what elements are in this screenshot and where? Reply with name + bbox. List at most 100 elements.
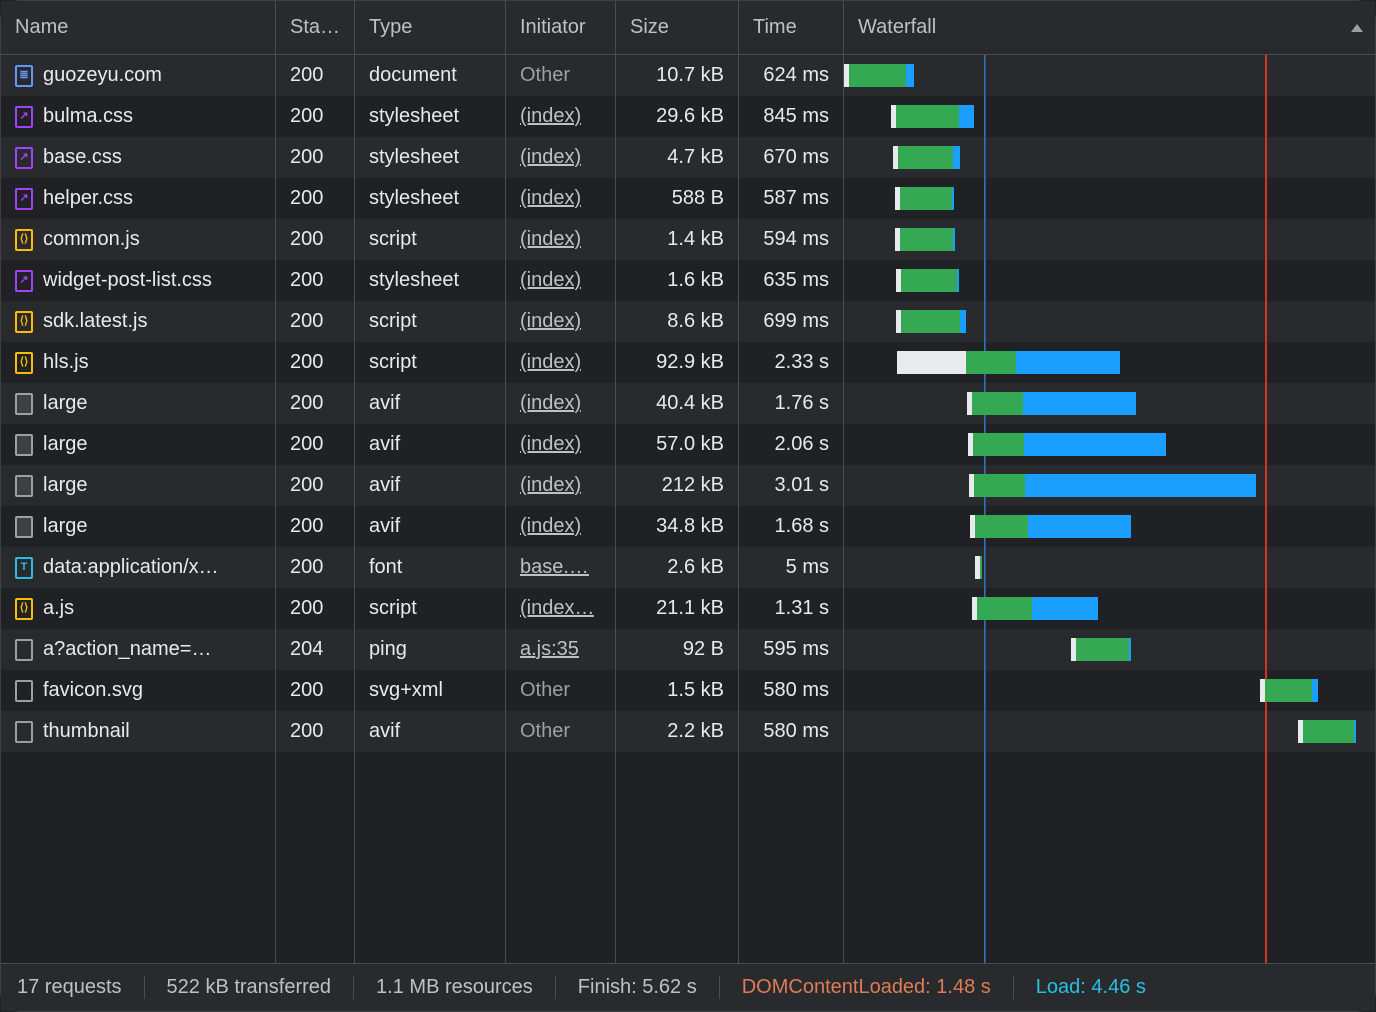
table-row[interactable]: a?action_name=…204pinga.js:3592 B595 ms: [1, 629, 1375, 670]
cell-name[interactable]: ↗base.css: [1, 137, 276, 178]
cell-waterfall[interactable]: [844, 383, 1375, 424]
status-resources: 1.1 MB resources: [354, 976, 556, 999]
status-transferred: 522 kB transferred: [145, 976, 355, 999]
initiator-link[interactable]: (index): [520, 474, 581, 497]
cell-initiator[interactable]: (index): [506, 96, 616, 137]
cell-name[interactable]: a?action_name=…: [1, 629, 276, 670]
file-name: common.js: [43, 228, 140, 251]
cell-name[interactable]: large: [1, 383, 276, 424]
cell-type: document: [355, 55, 506, 96]
cell-initiator[interactable]: a.js:35: [506, 629, 616, 670]
col-header-name[interactable]: Name: [1, 1, 276, 54]
cell-waterfall[interactable]: [844, 465, 1375, 506]
col-header-waterfall-label: Waterfall: [858, 16, 936, 39]
table-row[interactable]: ↗widget-post-list.css200stylesheet(index…: [1, 260, 1375, 301]
cell-waterfall[interactable]: [844, 55, 1375, 96]
cell-waterfall[interactable]: [844, 711, 1375, 752]
cell-initiator[interactable]: (index): [506, 506, 616, 547]
table-row[interactable]: large200avif(index)212 kB3.01 s: [1, 465, 1375, 506]
col-header-waterfall[interactable]: Waterfall: [844, 1, 1375, 54]
cell-name[interactable]: thumbnail: [1, 711, 276, 752]
cell-waterfall[interactable]: [844, 178, 1375, 219]
cell-type: stylesheet: [355, 96, 506, 137]
table-row[interactable]: ⟨⟩sdk.latest.js200script(index)8.6 kB699…: [1, 301, 1375, 342]
cell-initiator[interactable]: (index): [506, 219, 616, 260]
cell-waterfall[interactable]: [844, 588, 1375, 629]
cell-initiator[interactable]: (index…: [506, 588, 616, 629]
initiator-link[interactable]: (index): [520, 269, 581, 292]
col-header-status[interactable]: Sta…: [276, 1, 355, 54]
cell-name[interactable]: large: [1, 424, 276, 465]
initiator-link[interactable]: (index): [520, 310, 581, 333]
cell-waterfall[interactable]: [844, 547, 1375, 588]
table-row[interactable]: large200avif(index)40.4 kB1.76 s: [1, 383, 1375, 424]
col-header-time[interactable]: Time: [739, 1, 844, 54]
cell-name[interactable]: ⟨⟩hls.js: [1, 342, 276, 383]
col-header-size[interactable]: Size: [616, 1, 739, 54]
initiator-link[interactable]: (index): [520, 351, 581, 374]
cell-waterfall[interactable]: [844, 670, 1375, 711]
initiator-link[interactable]: (index): [520, 228, 581, 251]
cell-initiator[interactable]: base.…: [506, 547, 616, 588]
table-row[interactable]: ⟨⟩hls.js200script(index)92.9 kB2.33 s: [1, 342, 1375, 383]
table-row[interactable]: thumbnail200avifOther2.2 kB580 ms: [1, 711, 1375, 752]
cell-waterfall[interactable]: [844, 260, 1375, 301]
cell-waterfall[interactable]: [844, 506, 1375, 547]
table-row[interactable]: large200avif(index)57.0 kB2.06 s: [1, 424, 1375, 465]
table-row[interactable]: ↗helper.css200stylesheet(index)588 B587 …: [1, 178, 1375, 219]
col-header-type[interactable]: Type: [355, 1, 506, 54]
cell-waterfall[interactable]: [844, 301, 1375, 342]
sort-asc-icon: [1351, 24, 1363, 32]
cell-name[interactable]: ↗helper.css: [1, 178, 276, 219]
initiator-link[interactable]: (index): [520, 392, 581, 415]
cell-waterfall[interactable]: [844, 424, 1375, 465]
cell-name[interactable]: ⟨⟩sdk.latest.js: [1, 301, 276, 342]
table-row[interactable]: ≣guozeyu.com200documentOther10.7 kB624 m…: [1, 55, 1375, 96]
cell-name[interactable]: large: [1, 465, 276, 506]
table-row[interactable]: large200avif(index)34.8 kB1.68 s: [1, 506, 1375, 547]
cell-waterfall[interactable]: [844, 342, 1375, 383]
initiator-link[interactable]: (index): [520, 187, 581, 210]
table-row[interactable]: ⟨⟩a.js200script(index…21.1 kB1.31 s: [1, 588, 1375, 629]
table-row[interactable]: ⟨⟩common.js200script(index)1.4 kB594 ms: [1, 219, 1375, 260]
cell-initiator[interactable]: (index): [506, 178, 616, 219]
initiator-link[interactable]: (index): [520, 515, 581, 538]
initiator-link[interactable]: (index): [520, 146, 581, 169]
cell-initiator[interactable]: (index): [506, 260, 616, 301]
cell-waterfall[interactable]: [844, 137, 1375, 178]
initiator-link[interactable]: (index): [520, 433, 581, 456]
cell-name[interactable]: ↗bulma.css: [1, 96, 276, 137]
cell-waterfall[interactable]: [844, 629, 1375, 670]
cell-name[interactable]: ⟨⟩common.js: [1, 219, 276, 260]
cell-name[interactable]: ⟨⟩a.js: [1, 588, 276, 629]
cell-name[interactable]: favicon.svg: [1, 670, 276, 711]
waterfall-bar: [895, 228, 954, 251]
cell-name[interactable]: ↗widget-post-list.css: [1, 260, 276, 301]
cell-name[interactable]: Tdata:application/x…: [1, 547, 276, 588]
col-header-initiator[interactable]: Initiator: [506, 1, 616, 54]
cell-status: 200: [276, 96, 355, 137]
cell-status: 200: [276, 588, 355, 629]
cell-type: script: [355, 342, 506, 383]
initiator-link[interactable]: base.…: [520, 556, 589, 579]
cell-name[interactable]: ≣guozeyu.com: [1, 55, 276, 96]
table-row[interactable]: ↗bulma.css200stylesheet(index)29.6 kB845…: [1, 96, 1375, 137]
initiator-link[interactable]: (index…: [520, 597, 594, 620]
cell-initiator[interactable]: (index): [506, 342, 616, 383]
table-row[interactable]: favicon.svg200svg+xmlOther1.5 kB580 ms: [1, 670, 1375, 711]
cell-initiator[interactable]: (index): [506, 424, 616, 465]
cell-initiator[interactable]: (index): [506, 301, 616, 342]
cell-size: 40.4 kB: [616, 383, 739, 424]
cell-waterfall[interactable]: [844, 96, 1375, 137]
cell-status: 200: [276, 55, 355, 96]
cell-initiator[interactable]: (index): [506, 465, 616, 506]
initiator-link[interactable]: (index): [520, 105, 581, 128]
cell-name[interactable]: large: [1, 506, 276, 547]
initiator-link[interactable]: a.js:35: [520, 638, 579, 661]
cell-waterfall[interactable]: [844, 219, 1375, 260]
table-row[interactable]: Tdata:application/x…200fontbase.…2.6 kB5…: [1, 547, 1375, 588]
cell-initiator[interactable]: (index): [506, 137, 616, 178]
cell-status: 200: [276, 219, 355, 260]
table-row[interactable]: ↗base.css200stylesheet(index)4.7 kB670 m…: [1, 137, 1375, 178]
cell-initiator[interactable]: (index): [506, 383, 616, 424]
